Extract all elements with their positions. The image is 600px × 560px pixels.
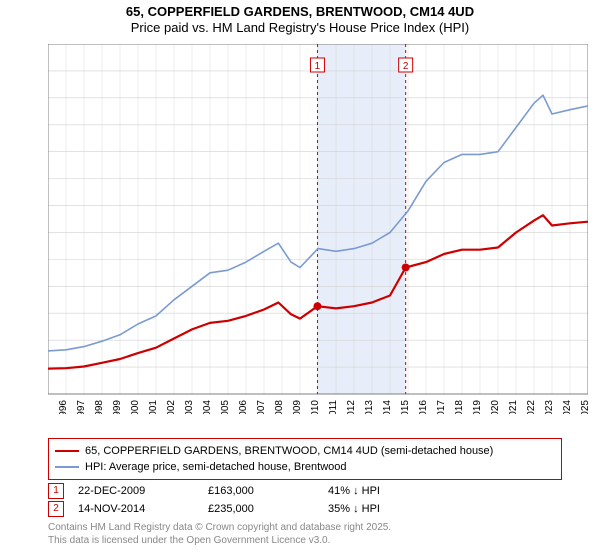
svg-text:2000: 2000 [130, 400, 141, 414]
svg-text:2010: 2010 [310, 400, 321, 414]
legend-item: HPI: Average price, semi-detached house,… [55, 459, 555, 475]
svg-text:2001: 2001 [148, 400, 159, 414]
legend: 65, COPPERFIELD GARDENS, BRENTWOOD, CM14… [48, 438, 562, 480]
chart-title-address: 65, COPPERFIELD GARDENS, BRENTWOOD, CM14… [0, 4, 600, 19]
svg-text:2015: 2015 [400, 400, 411, 414]
svg-text:2020: 2020 [490, 400, 501, 414]
svg-text:1995: 1995 [48, 400, 51, 414]
svg-text:2016: 2016 [418, 400, 429, 414]
marker-delta: 35% ↓ HPI [328, 503, 448, 515]
footer-line2: This data is licensed under the Open Gov… [48, 535, 391, 548]
marker-delta: 41% ↓ HPI [328, 485, 448, 497]
svg-text:2024: 2024 [562, 400, 573, 414]
svg-text:2018: 2018 [454, 400, 465, 414]
chart-subtitle: Price paid vs. HM Land Registry's House … [0, 20, 600, 35]
chart-container: 65, COPPERFIELD GARDENS, BRENTWOOD, CM14… [0, 0, 600, 560]
footer-attribution: Contains HM Land Registry data © Crown c… [48, 522, 391, 547]
legend-label: HPI: Average price, semi-detached house,… [85, 461, 347, 473]
marker-number-box: 1 [48, 483, 64, 499]
marker-number-box: 2 [48, 501, 64, 517]
legend-swatch [55, 450, 79, 452]
marker-date: 14-NOV-2014 [78, 503, 208, 515]
svg-text:2025: 2025 [580, 400, 588, 414]
svg-text:2004: 2004 [202, 400, 213, 414]
legend-item: 65, COPPERFIELD GARDENS, BRENTWOOD, CM14… [55, 443, 555, 459]
svg-text:2003: 2003 [184, 400, 195, 414]
svg-text:2008: 2008 [274, 400, 285, 414]
marker-date: 22-DEC-2009 [78, 485, 208, 497]
svg-text:2012: 2012 [346, 400, 357, 414]
svg-text:2006: 2006 [238, 400, 249, 414]
svg-text:2023: 2023 [544, 400, 555, 414]
svg-text:2007: 2007 [256, 400, 267, 414]
svg-text:2021: 2021 [508, 400, 519, 414]
chart-plot: £0£50K£100K£150K£200K£250K£300K£350K£400… [48, 44, 588, 414]
svg-text:2002: 2002 [166, 400, 177, 414]
svg-text:2013: 2013 [364, 400, 375, 414]
svg-text:1998: 1998 [94, 400, 105, 414]
marker-price: £163,000 [208, 485, 328, 497]
legend-label: 65, COPPERFIELD GARDENS, BRENTWOOD, CM14… [85, 445, 493, 457]
svg-text:1997: 1997 [76, 400, 87, 414]
marker-row: 2 14-NOV-2014£235,00035% ↓ HPI [48, 500, 448, 518]
marker-price: £235,000 [208, 503, 328, 515]
marker-table: 1 22-DEC-2009£163,00041% ↓ HPI 2 14-NOV-201… [48, 482, 448, 518]
svg-text:1999: 1999 [112, 400, 123, 414]
svg-text:2014: 2014 [382, 400, 393, 414]
svg-text:1996: 1996 [58, 400, 69, 414]
svg-text:1: 1 [315, 61, 321, 72]
marker-row: 1 22-DEC-2009£163,00041% ↓ HPI [48, 482, 448, 500]
footer-line1: Contains HM Land Registry data © Crown c… [48, 522, 391, 535]
svg-text:2022: 2022 [526, 400, 537, 414]
svg-text:2017: 2017 [436, 400, 447, 414]
svg-text:2019: 2019 [472, 400, 483, 414]
legend-swatch [55, 466, 79, 468]
svg-text:2005: 2005 [220, 400, 231, 414]
svg-text:2: 2 [403, 61, 409, 72]
title-block: 65, COPPERFIELD GARDENS, BRENTWOOD, CM14… [0, 0, 600, 35]
svg-text:2011: 2011 [328, 400, 339, 414]
svg-text:2009: 2009 [292, 400, 303, 414]
